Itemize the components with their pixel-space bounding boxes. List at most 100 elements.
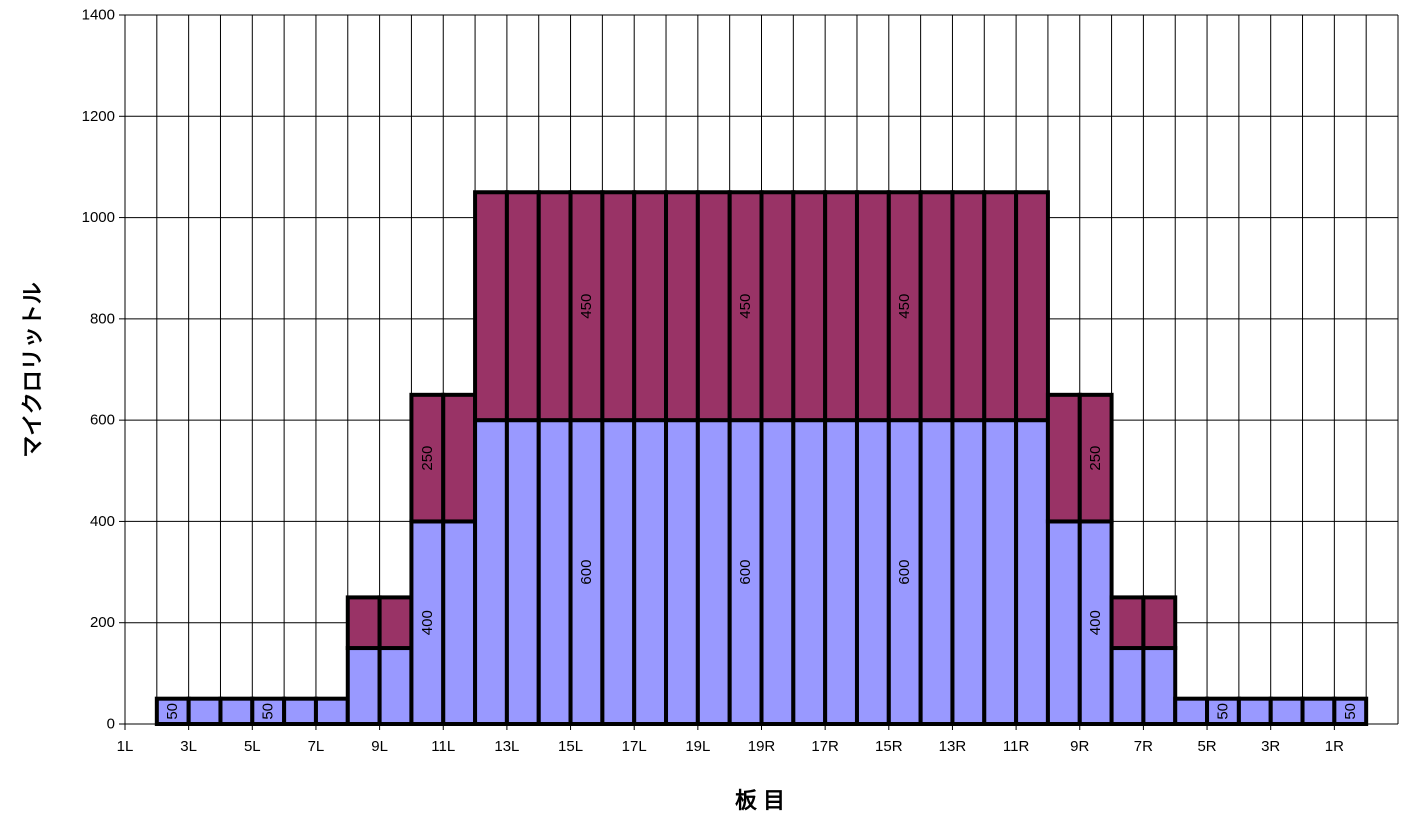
data-label: 600 — [578, 560, 595, 585]
bar-segment — [854, 190, 891, 423]
data-labels: 50 50 400 250 600 450 600 450 600 450 400 250 50 50 — [164, 294, 1359, 720]
x-tick-label: 5R — [1197, 738, 1216, 755]
data-label: 250 — [1087, 446, 1104, 471]
bar-segment — [1045, 392, 1082, 524]
data-label: 50 — [260, 703, 277, 720]
bar-segment — [791, 190, 828, 423]
bar-segment — [759, 190, 796, 423]
x-tick-label: 9R — [1070, 738, 1089, 755]
bar-segment — [1268, 696, 1305, 727]
axes: 0 200 400 600 800 1000 1200 1400 1L 3L 5L 7L 9L 11L 13… — [82, 7, 1398, 755]
y-tick-label: 1200 — [82, 108, 115, 125]
data-label: 50 — [1342, 703, 1359, 720]
data-label: 400 — [419, 610, 436, 635]
bar-segment — [1077, 519, 1114, 727]
bar-segment — [186, 696, 223, 727]
x-tick-label: 17L — [622, 738, 647, 755]
bar-segment — [791, 418, 828, 726]
bar-segment — [600, 190, 637, 423]
x-tick-label: 11R — [1003, 738, 1030, 755]
y-tick-label: 1400 — [82, 7, 115, 24]
data-label: 250 — [419, 446, 436, 471]
bar-segment — [1014, 418, 1050, 726]
bar-segment — [345, 646, 382, 726]
bar-segment — [536, 190, 573, 423]
bar-segment — [1141, 646, 1178, 726]
bar-segment — [664, 190, 700, 423]
bar-segment — [282, 696, 318, 727]
bar-segment — [1109, 595, 1146, 651]
bar-segment — [632, 190, 669, 423]
bar-segment — [218, 696, 255, 727]
data-label: 450 — [737, 294, 754, 319]
bar-segment — [345, 595, 382, 651]
bar-segment — [504, 418, 541, 726]
bar-segment — [918, 190, 955, 423]
data-label: 50 — [164, 703, 181, 720]
x-tick-label: 19R — [748, 738, 776, 755]
bar-segment — [632, 418, 669, 726]
data-label: 450 — [896, 294, 913, 319]
bar-segment — [313, 696, 350, 727]
x-tick-label: 7R — [1134, 738, 1153, 755]
bar-segment — [950, 190, 987, 423]
y-tick-label: 800 — [90, 310, 115, 327]
bar-segment — [823, 418, 859, 726]
data-label: 600 — [737, 560, 754, 585]
bar-segment — [1077, 392, 1114, 524]
bar-segment — [473, 190, 509, 423]
bar-segment — [727, 190, 764, 423]
bar-segment — [504, 190, 541, 423]
x-tick-label: 13L — [494, 738, 519, 755]
x-tick-label: 11L — [431, 738, 455, 755]
bar-segment — [1300, 696, 1337, 727]
bar-segment — [441, 519, 478, 727]
x-tick-label: 1R — [1325, 738, 1344, 755]
y-tick-label: 0 — [107, 716, 115, 733]
bar-segment — [409, 392, 446, 524]
bar-segment — [441, 392, 478, 524]
y-tick-label: 200 — [90, 614, 115, 631]
y-tick-label: 1000 — [82, 209, 115, 226]
bar-segment — [664, 418, 700, 726]
bar-segment — [1236, 696, 1273, 727]
bar-segment — [982, 418, 1019, 726]
bar-segment — [886, 418, 923, 726]
bar-segment — [1173, 696, 1210, 727]
x-tick-label: 5L — [244, 738, 261, 755]
x-tick-label: 15L — [558, 738, 583, 755]
bar-segment — [377, 646, 414, 726]
bar-segment — [950, 418, 987, 726]
x-tick-label: 17R — [811, 738, 839, 755]
data-label: 600 — [896, 560, 913, 585]
bar-segment — [886, 190, 923, 423]
x-tick-label: 9L — [371, 738, 388, 755]
x-tick-label: 7L — [308, 738, 325, 755]
x-tick-label: 1L — [117, 738, 134, 755]
bar-segment — [823, 190, 859, 423]
bar-segment — [600, 418, 637, 726]
data-label: 450 — [578, 294, 595, 319]
bar-segment — [759, 418, 796, 726]
bar-segment — [536, 418, 573, 726]
bar-segment — [1014, 190, 1050, 423]
bar-segment — [982, 190, 1019, 423]
x-tick-label: 3R — [1261, 738, 1280, 755]
x-tick-label: 19L — [685, 738, 710, 755]
bar-segment — [695, 418, 732, 726]
x-tick-label: 13R — [939, 738, 967, 755]
bar-segment — [1109, 646, 1146, 726]
bar-segment — [473, 418, 509, 726]
bar-segment — [695, 190, 732, 423]
bars — [154, 190, 1369, 727]
bar-segment — [854, 418, 891, 726]
bar-segment — [918, 418, 955, 726]
y-tick-label: 600 — [90, 412, 115, 429]
x-tick-label: 3L — [180, 738, 197, 755]
x-tick-label: 15R — [875, 738, 903, 755]
y-tick-label: 400 — [90, 513, 115, 530]
bar-segment — [1141, 595, 1178, 651]
data-label: 50 — [1214, 703, 1231, 720]
bar-segment — [377, 595, 414, 651]
